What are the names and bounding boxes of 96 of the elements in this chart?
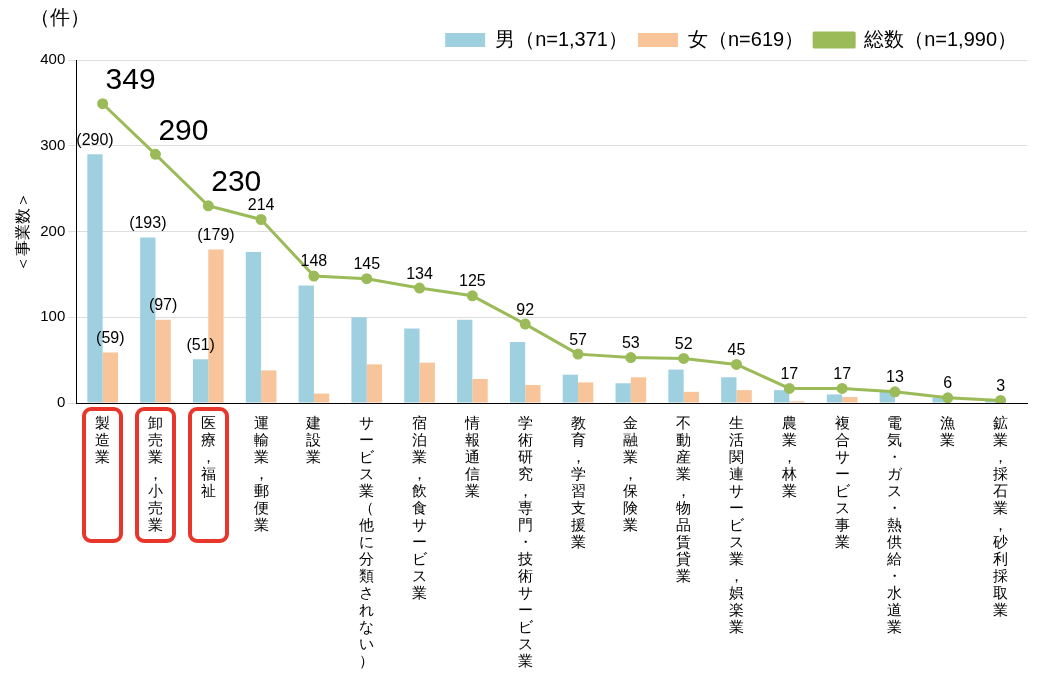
bar (457, 319, 473, 403)
x-tick-label: 複合サービス事業 (834, 414, 851, 551)
y-tick-label: 0 (56, 393, 66, 411)
bar (351, 317, 367, 403)
bar (313, 393, 330, 403)
point (942, 392, 954, 403)
x-tick-label: 卸売業，小売業 (147, 414, 164, 534)
category-label: 不動産業，物品賃貸業 (676, 414, 692, 585)
data-label: 92 (516, 300, 535, 318)
data-label: (59) (96, 328, 125, 346)
point (414, 282, 426, 294)
data-label: 148 (300, 252, 328, 270)
point (995, 394, 1007, 403)
point (202, 200, 214, 212)
x-tick-label: 情報通信業 (464, 414, 481, 500)
bar (826, 394, 843, 403)
x-tick-label: 農業，林業 (781, 414, 798, 500)
point (572, 348, 584, 360)
bar (472, 378, 488, 403)
data-label: 134 (406, 264, 434, 282)
legend-label: 男（n=1,371） (495, 27, 628, 50)
point (519, 318, 531, 330)
bar (668, 369, 684, 403)
point (889, 386, 901, 398)
bar (155, 319, 171, 403)
y-tick-label: 300 (40, 135, 66, 153)
point (149, 148, 161, 160)
bar (192, 359, 209, 403)
point (97, 98, 109, 110)
text: （件） (30, 4, 90, 31)
bar (615, 383, 631, 403)
bar (366, 364, 383, 403)
x-tick-label: 医療，福祉 (200, 414, 217, 500)
point (466, 290, 478, 302)
data-label: 53 (621, 333, 640, 351)
legend-label: 女（n=619） (687, 27, 805, 50)
x-tick-label: 建設業 (305, 414, 322, 466)
point (361, 273, 373, 285)
data-label: 3 (996, 376, 1006, 394)
y-tick-label: 100 (40, 307, 66, 325)
bar (509, 342, 526, 403)
bar (298, 285, 314, 403)
data-label: 230 (211, 164, 262, 198)
bar (842, 397, 858, 403)
bar (419, 362, 435, 403)
data-label: 17 (833, 364, 852, 382)
point (625, 352, 637, 364)
bar (721, 377, 737, 403)
y-axis-title: ＜事業数＞ (14, 191, 32, 272)
bar (261, 370, 277, 403)
bar (630, 377, 647, 403)
category-label: 鉱業，採石業，砂利採取業 (993, 414, 1009, 619)
point (836, 382, 848, 394)
data-label: 52 (674, 334, 693, 352)
data-label: 214 (247, 195, 275, 213)
y-tick-label: 200 (40, 221, 66, 239)
bar (773, 390, 790, 403)
bar (404, 328, 420, 403)
bar (562, 374, 579, 403)
data-label: (290) (76, 130, 114, 148)
bar (578, 382, 594, 403)
bar (245, 252, 262, 403)
data-label: 17 (780, 364, 799, 382)
data-label: 13 (886, 368, 904, 386)
data-label: 125 (459, 272, 486, 290)
x-tick-label: 漁業 (939, 414, 956, 449)
category-label: 生活関連サービス業，娯楽業 (728, 414, 744, 636)
x-tick-label: 製造業 (94, 414, 111, 466)
data-label: (51) (186, 335, 215, 353)
x-tick-label: 教育，学習支援業 (570, 414, 587, 551)
data-label: (179) (197, 225, 235, 243)
bar (525, 384, 541, 403)
x-tick-label: 金融業，保険業 (622, 414, 639, 534)
bar (736, 390, 752, 403)
data-label: 290 (158, 112, 209, 146)
bar (683, 391, 699, 403)
data-label: 145 (353, 255, 381, 273)
point (678, 352, 690, 364)
category-label: 宿泊業，飲食サービス業 (412, 414, 428, 602)
point (255, 214, 267, 225)
point (783, 382, 795, 394)
point (730, 358, 742, 370)
data-label: 349 (105, 62, 156, 95)
category-label: 電気・ガス・熱供給・水道業 (887, 414, 903, 636)
data-label: (97) (148, 296, 178, 314)
x-tick-label: 運輸業，郵便業 (253, 414, 270, 534)
data-label: 6 (943, 374, 953, 392)
bar (102, 352, 118, 403)
data-label: 45 (727, 340, 746, 358)
category-label: サービス業（他に分類されない） (359, 414, 375, 670)
legend-label: 総数（n=1,990） (863, 27, 1018, 50)
point (308, 270, 320, 282)
data-label: 57 (569, 330, 588, 348)
y-tick-label: 400 (40, 50, 66, 68)
data-label: (193) (129, 213, 167, 231)
category-label: 学術研究，専門・技術サービス業 (517, 414, 533, 670)
